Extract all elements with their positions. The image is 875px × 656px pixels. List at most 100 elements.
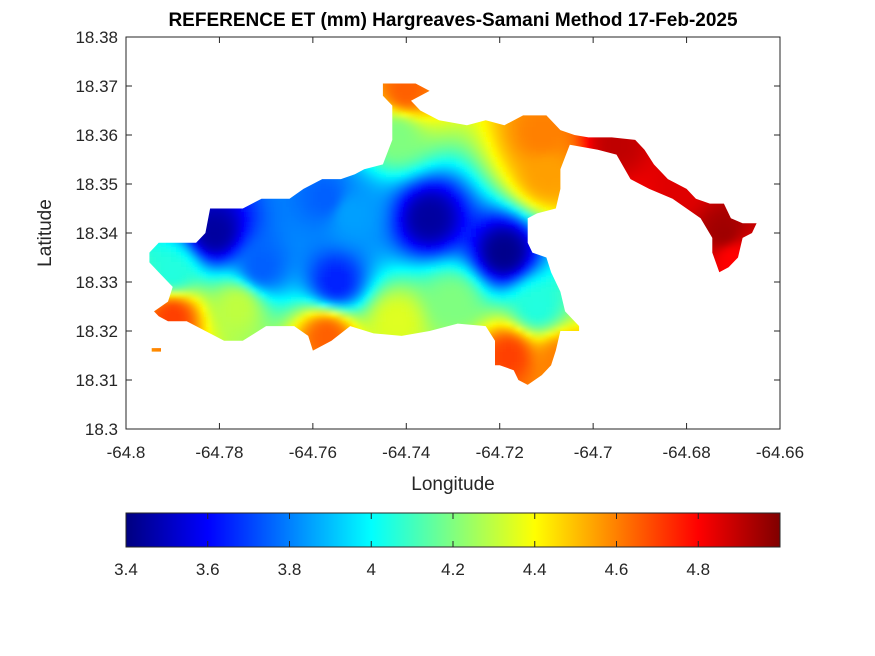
heat-cell [466,167,472,173]
heat-cell [431,197,437,203]
heat-cell [356,242,362,248]
heat-cell [631,162,637,168]
heat-cell [416,122,422,128]
heat-cell [496,252,502,258]
heat-cell [501,142,507,148]
heat-cell [411,237,417,243]
heat-cell [391,187,397,193]
heat-cell [461,157,467,163]
heat-cell [406,167,412,173]
heat-cell [221,247,227,253]
heat-cell [451,227,457,233]
heat-cell [431,212,437,218]
heat-cell [656,177,662,183]
heat-cell [491,257,497,263]
heat-cell [396,187,402,193]
heat-cell [206,272,212,278]
heat-cell [301,217,307,223]
heat-cell [726,262,732,268]
heat-cell [396,207,402,213]
heat-cell [421,267,427,273]
heat-cell [726,232,732,238]
heat-cell [431,117,437,123]
heat-cell [356,197,362,203]
heat-cell [616,147,622,153]
heat-cell [516,117,522,123]
heat-cell [401,222,407,228]
heat-cell [456,122,462,128]
heat-cell [621,147,627,153]
heat-cell [271,227,277,233]
heat-cell [446,167,452,173]
heat-cell [436,162,442,168]
heat-cell [356,257,362,263]
heat-cell [386,272,392,278]
heat-cell [276,222,282,228]
heat-cell [411,177,417,183]
heat-cell [541,262,547,268]
heat-cell [251,232,257,238]
heat-cell [271,267,277,273]
heat-cell [336,182,342,188]
heat-cell [386,257,392,263]
heat-cell [436,212,442,218]
heat-cell [436,267,442,273]
heat-cell [551,137,557,143]
heat-cell [476,152,482,158]
heat-cell [161,272,167,278]
heat-cell [251,242,257,248]
heat-cell [301,267,307,273]
heat-cell [346,222,352,228]
heat-cell [541,177,547,183]
heat-cell [316,257,322,263]
heat-cell [266,247,272,253]
heat-cell [561,142,567,148]
heat-cell [476,202,482,208]
heat-cell [556,132,562,138]
heat-cell [271,237,277,243]
heat-cell [376,222,382,228]
heat-cell [406,122,412,128]
heat-cell [321,182,327,188]
heat-cell [466,192,472,198]
heat-cell [391,117,397,123]
heat-cell [286,252,292,258]
heat-cell [216,257,222,263]
heat-cell [296,192,302,198]
heat-cell [381,242,387,248]
heat-cell [476,267,482,273]
heat-cell [221,212,227,218]
heat-cell [416,147,422,153]
heat-cell [411,252,417,258]
heat-cell [501,192,507,198]
heat-cell [466,187,472,193]
heat-cell [436,167,442,173]
heat-cell [441,152,447,158]
heat-cell [336,187,342,193]
heat-cell [376,207,382,213]
heat-cell [551,127,557,133]
heat-cell [406,262,412,268]
heat-cell [391,142,397,148]
heat-cell [176,252,182,258]
heat-cell [416,107,422,113]
heat-cell [446,147,452,153]
heat-cell [506,132,512,138]
heat-cell [551,132,557,138]
heat-cell [416,232,422,238]
heat-cell [266,207,272,213]
heat-cell [466,212,472,218]
heat-cell [406,242,412,248]
heat-cell [491,262,497,268]
heat-cell [481,217,487,223]
heat-cell [711,252,717,258]
heat-cell [401,117,407,123]
heat-cell [456,137,462,143]
heat-cell [416,272,422,278]
heat-cell [326,227,332,233]
heat-cell [696,202,702,208]
heat-cell [471,132,477,138]
heat-cell [501,182,507,188]
heat-cell [441,237,447,243]
heat-cell [516,172,522,178]
